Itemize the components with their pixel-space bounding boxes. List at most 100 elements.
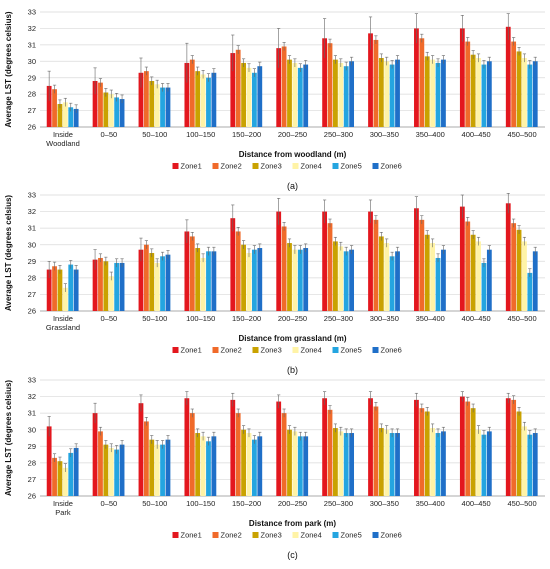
bar-zone5 xyxy=(206,251,211,311)
bar-zone2 xyxy=(419,408,425,496)
legend-swatch-zone4 xyxy=(292,347,299,353)
y-axis-label: Average LST (degrees celsius) xyxy=(4,11,13,128)
x-tick-label: 400–450 xyxy=(462,499,491,508)
x-tick-label: 450–500 xyxy=(507,499,536,508)
bar-zone6 xyxy=(165,87,171,127)
bar-zone1 xyxy=(459,28,465,127)
bar-zone2 xyxy=(189,236,195,311)
bar-zone6 xyxy=(165,254,171,311)
legend-label: Zone6 xyxy=(381,531,402,540)
panel-caption: (b) xyxy=(287,365,298,375)
bar-zone5 xyxy=(481,262,487,311)
bar-zone2 xyxy=(327,223,333,311)
legend-swatch-zone2 xyxy=(212,163,219,169)
bar-zone4 xyxy=(200,257,206,311)
x-axis-label: Distance from woodland (m) xyxy=(239,150,347,159)
bar-zone3 xyxy=(149,81,155,127)
legend-label: Zone5 xyxy=(341,162,362,171)
x-tick-label: 150–200 xyxy=(232,314,261,323)
y-tick-label: 32 xyxy=(28,207,36,216)
bar-zone6 xyxy=(211,251,217,311)
legend-label: Zone1 xyxy=(181,346,202,355)
legend-label: Zone6 xyxy=(381,346,402,355)
bar-zone4 xyxy=(522,426,527,496)
bar-zone6 xyxy=(486,249,492,311)
bar-zone3 xyxy=(57,269,63,311)
bar-zone5 xyxy=(481,64,487,127)
bar-zone2 xyxy=(373,219,379,311)
x-tick-label: 250–300 xyxy=(324,499,353,508)
legend-swatch-zone2 xyxy=(212,347,219,353)
bar-zone3 xyxy=(470,234,476,311)
bar-zone4 xyxy=(200,74,206,127)
legend-swatch-zone5 xyxy=(332,163,339,169)
bar-zone5 xyxy=(68,107,74,127)
x-tick-label: 450–500 xyxy=(507,314,536,323)
chart-panel-1: 26 27 28 29 30 31 32 33 Average LST (degrees cel… xyxy=(4,8,545,191)
bar-zone6 xyxy=(395,59,400,127)
legend-label: Zone1 xyxy=(181,162,202,171)
bar-zone3 xyxy=(378,428,384,496)
x-axis-label: Distance from park (m) xyxy=(249,519,336,528)
bar-zone2 xyxy=(327,409,333,496)
x-axis-label: Distance from grassland (m) xyxy=(238,334,346,343)
bar-zone2 xyxy=(465,221,471,311)
legend-label: Zone6 xyxy=(381,162,402,171)
bar-zone2 xyxy=(235,49,241,127)
y-tick-label: 28 xyxy=(28,90,36,99)
bar-zone1 xyxy=(459,206,465,311)
bar-zone6 xyxy=(303,436,309,496)
bar-zone5 xyxy=(160,87,165,127)
bar-zone1 xyxy=(138,249,144,311)
bar-zone3 xyxy=(516,411,522,496)
bar-zone5 xyxy=(68,452,74,496)
bar-zone4 xyxy=(338,246,344,311)
chart-panel-2: 26 27 28 29 30 31 32 33 Average LST (degrees cel… xyxy=(4,191,545,375)
bar-zone3 xyxy=(103,444,109,496)
bar-zone4 xyxy=(108,94,114,127)
x-tick-label: Woodland xyxy=(46,139,80,148)
bar-zone6 xyxy=(349,61,355,127)
bar-zone2 xyxy=(281,226,287,311)
y-tick-label: 27 xyxy=(28,290,36,299)
panel-caption: (a) xyxy=(287,181,298,191)
bar-zone6 xyxy=(486,431,492,496)
x-tick-label: 150–200 xyxy=(232,499,261,508)
y-tick-label: 28 xyxy=(28,458,36,467)
bar-zone4 xyxy=(338,431,344,496)
x-tick-label: 0–50 xyxy=(101,499,118,508)
bar-zone4 xyxy=(384,243,390,311)
bar-zone2 xyxy=(98,82,103,127)
bar-zone1 xyxy=(368,398,373,496)
y-tick-label: 26 xyxy=(28,123,36,132)
legend-label: Zone2 xyxy=(221,162,242,171)
x-tick-label: 100–150 xyxy=(186,499,215,508)
bar-zone2 xyxy=(52,266,57,311)
bar-zone1 xyxy=(505,398,511,496)
bar-zone5 xyxy=(206,441,211,496)
bar-zone5 xyxy=(68,264,74,311)
bar-zone1 xyxy=(138,72,144,127)
bar-zone1 xyxy=(322,398,328,496)
bar-zone1 xyxy=(276,401,282,496)
bar-zone6 xyxy=(119,262,125,311)
bar-zone5 xyxy=(343,433,349,496)
bar-zone6 xyxy=(395,251,400,311)
y-tick-label: 27 xyxy=(28,106,36,115)
bar-zone3 xyxy=(103,92,109,127)
x-tick-label: 150–200 xyxy=(232,130,261,139)
panel-caption: (c) xyxy=(287,550,298,560)
x-tick-label: 250–300 xyxy=(324,130,353,139)
y-tick-label: 31 xyxy=(28,224,36,233)
bar-zone3 xyxy=(57,104,63,127)
x-tick-label: 200–250 xyxy=(278,499,307,508)
x-tick-label: 200–250 xyxy=(278,130,307,139)
bar-zone3 xyxy=(470,408,476,496)
x-tick-label: Inside xyxy=(53,314,73,323)
y-tick-label: 31 xyxy=(28,409,36,418)
x-tick-label: 350–400 xyxy=(416,499,445,508)
bar-zone2 xyxy=(281,46,287,127)
bar-zone1 xyxy=(414,28,419,127)
x-tick-label: 250–300 xyxy=(324,314,353,323)
bar-zone4 xyxy=(430,59,436,127)
